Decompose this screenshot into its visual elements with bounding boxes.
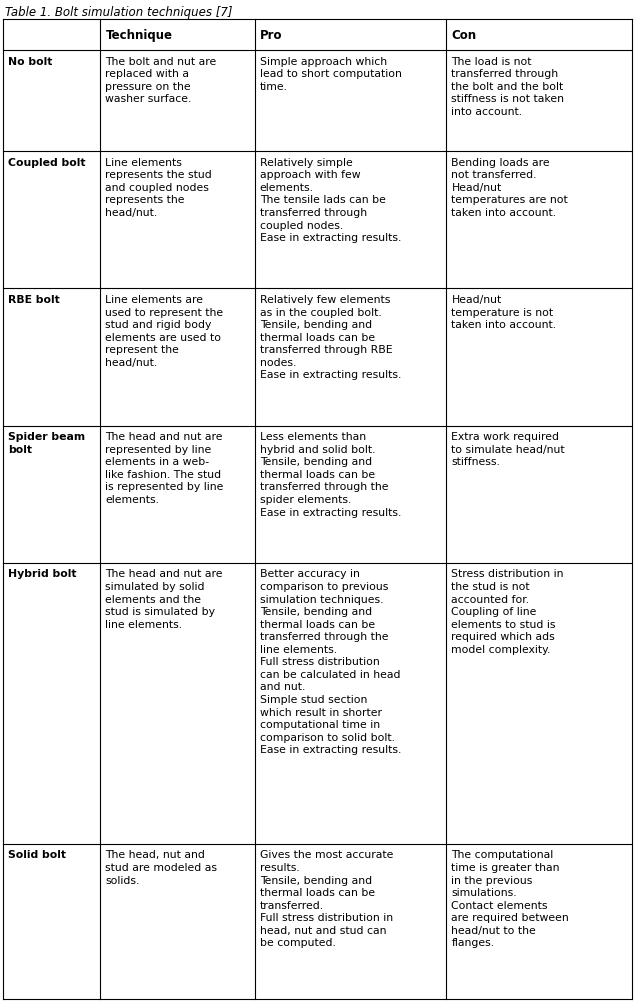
Text: Solid bolt: Solid bolt: [8, 850, 66, 860]
Text: Table 1. Bolt simulation techniques [7]: Table 1. Bolt simulation techniques [7]: [5, 6, 232, 19]
Text: Stress distribution in
the stud is not
accounted for.
Coupling of line
elements : Stress distribution in the stud is not a…: [451, 569, 564, 654]
Text: Head/nut
temperature is not
taken into account.: Head/nut temperature is not taken into a…: [451, 295, 556, 330]
Text: No bolt: No bolt: [8, 56, 52, 66]
Text: Coupled bolt: Coupled bolt: [8, 157, 86, 167]
Text: Less elements than
hybrid and solid bolt.
Tensile, bending and
thermal loads can: Less elements than hybrid and solid bolt…: [260, 432, 401, 517]
Text: Simple approach which
lead to short computation
time.: Simple approach which lead to short comp…: [260, 56, 401, 91]
Text: Better accuracy in
comparison to previous
simulation techniques.
Tensile, bendin: Better accuracy in comparison to previou…: [260, 569, 401, 755]
Text: RBE bolt: RBE bolt: [8, 295, 60, 305]
Text: Gives the most accurate
results.
Tensile, bending and
thermal loads can be
trans: Gives the most accurate results. Tensile…: [260, 850, 393, 948]
Text: Hybrid bolt: Hybrid bolt: [8, 569, 76, 579]
Text: Technique: Technique: [105, 29, 173, 42]
Text: The head and nut are
simulated by solid
elements and the
stud is simulated by
li: The head and nut are simulated by solid …: [105, 569, 223, 629]
Text: The bolt and nut are
replaced with a
pressure on the
washer surface.: The bolt and nut are replaced with a pre…: [105, 56, 217, 104]
Text: The load is not
transferred through
the bolt and the bolt
stiffness is not taken: The load is not transferred through the …: [451, 56, 565, 116]
Text: Relatively simple
approach with few
elements.
The tensile lads can be
transferre: Relatively simple approach with few elem…: [260, 157, 401, 242]
Text: Spider beam
bolt: Spider beam bolt: [8, 432, 85, 454]
Text: Pro: Pro: [260, 29, 282, 42]
Text: The head and nut are
represented by line
elements in a web-
like fashion. The st: The head and nut are represented by line…: [105, 432, 224, 504]
Text: Line elements are
used to represent the
stud and rigid body
elements are used to: Line elements are used to represent the …: [105, 295, 224, 368]
Text: Extra work required
to simulate head/nut
stiffness.: Extra work required to simulate head/nut…: [451, 432, 565, 467]
Text: Con: Con: [451, 29, 477, 42]
Text: Line elements
represents the stud
and coupled nodes
represents the
head/nut.: Line elements represents the stud and co…: [105, 157, 212, 217]
Text: Relatively few elements
as in the coupled bolt.
Tensile, bending and
thermal loa: Relatively few elements as in the couple…: [260, 295, 401, 380]
Text: The head, nut and
stud are modeled as
solids.: The head, nut and stud are modeled as so…: [105, 850, 218, 885]
Text: The computational
time is greater than
in the previous
simulations.
Contact elem: The computational time is greater than i…: [451, 850, 569, 948]
Text: Bending loads are
not transferred.
Head/nut
temperatures are not
taken into acco: Bending loads are not transferred. Head/…: [451, 157, 568, 217]
